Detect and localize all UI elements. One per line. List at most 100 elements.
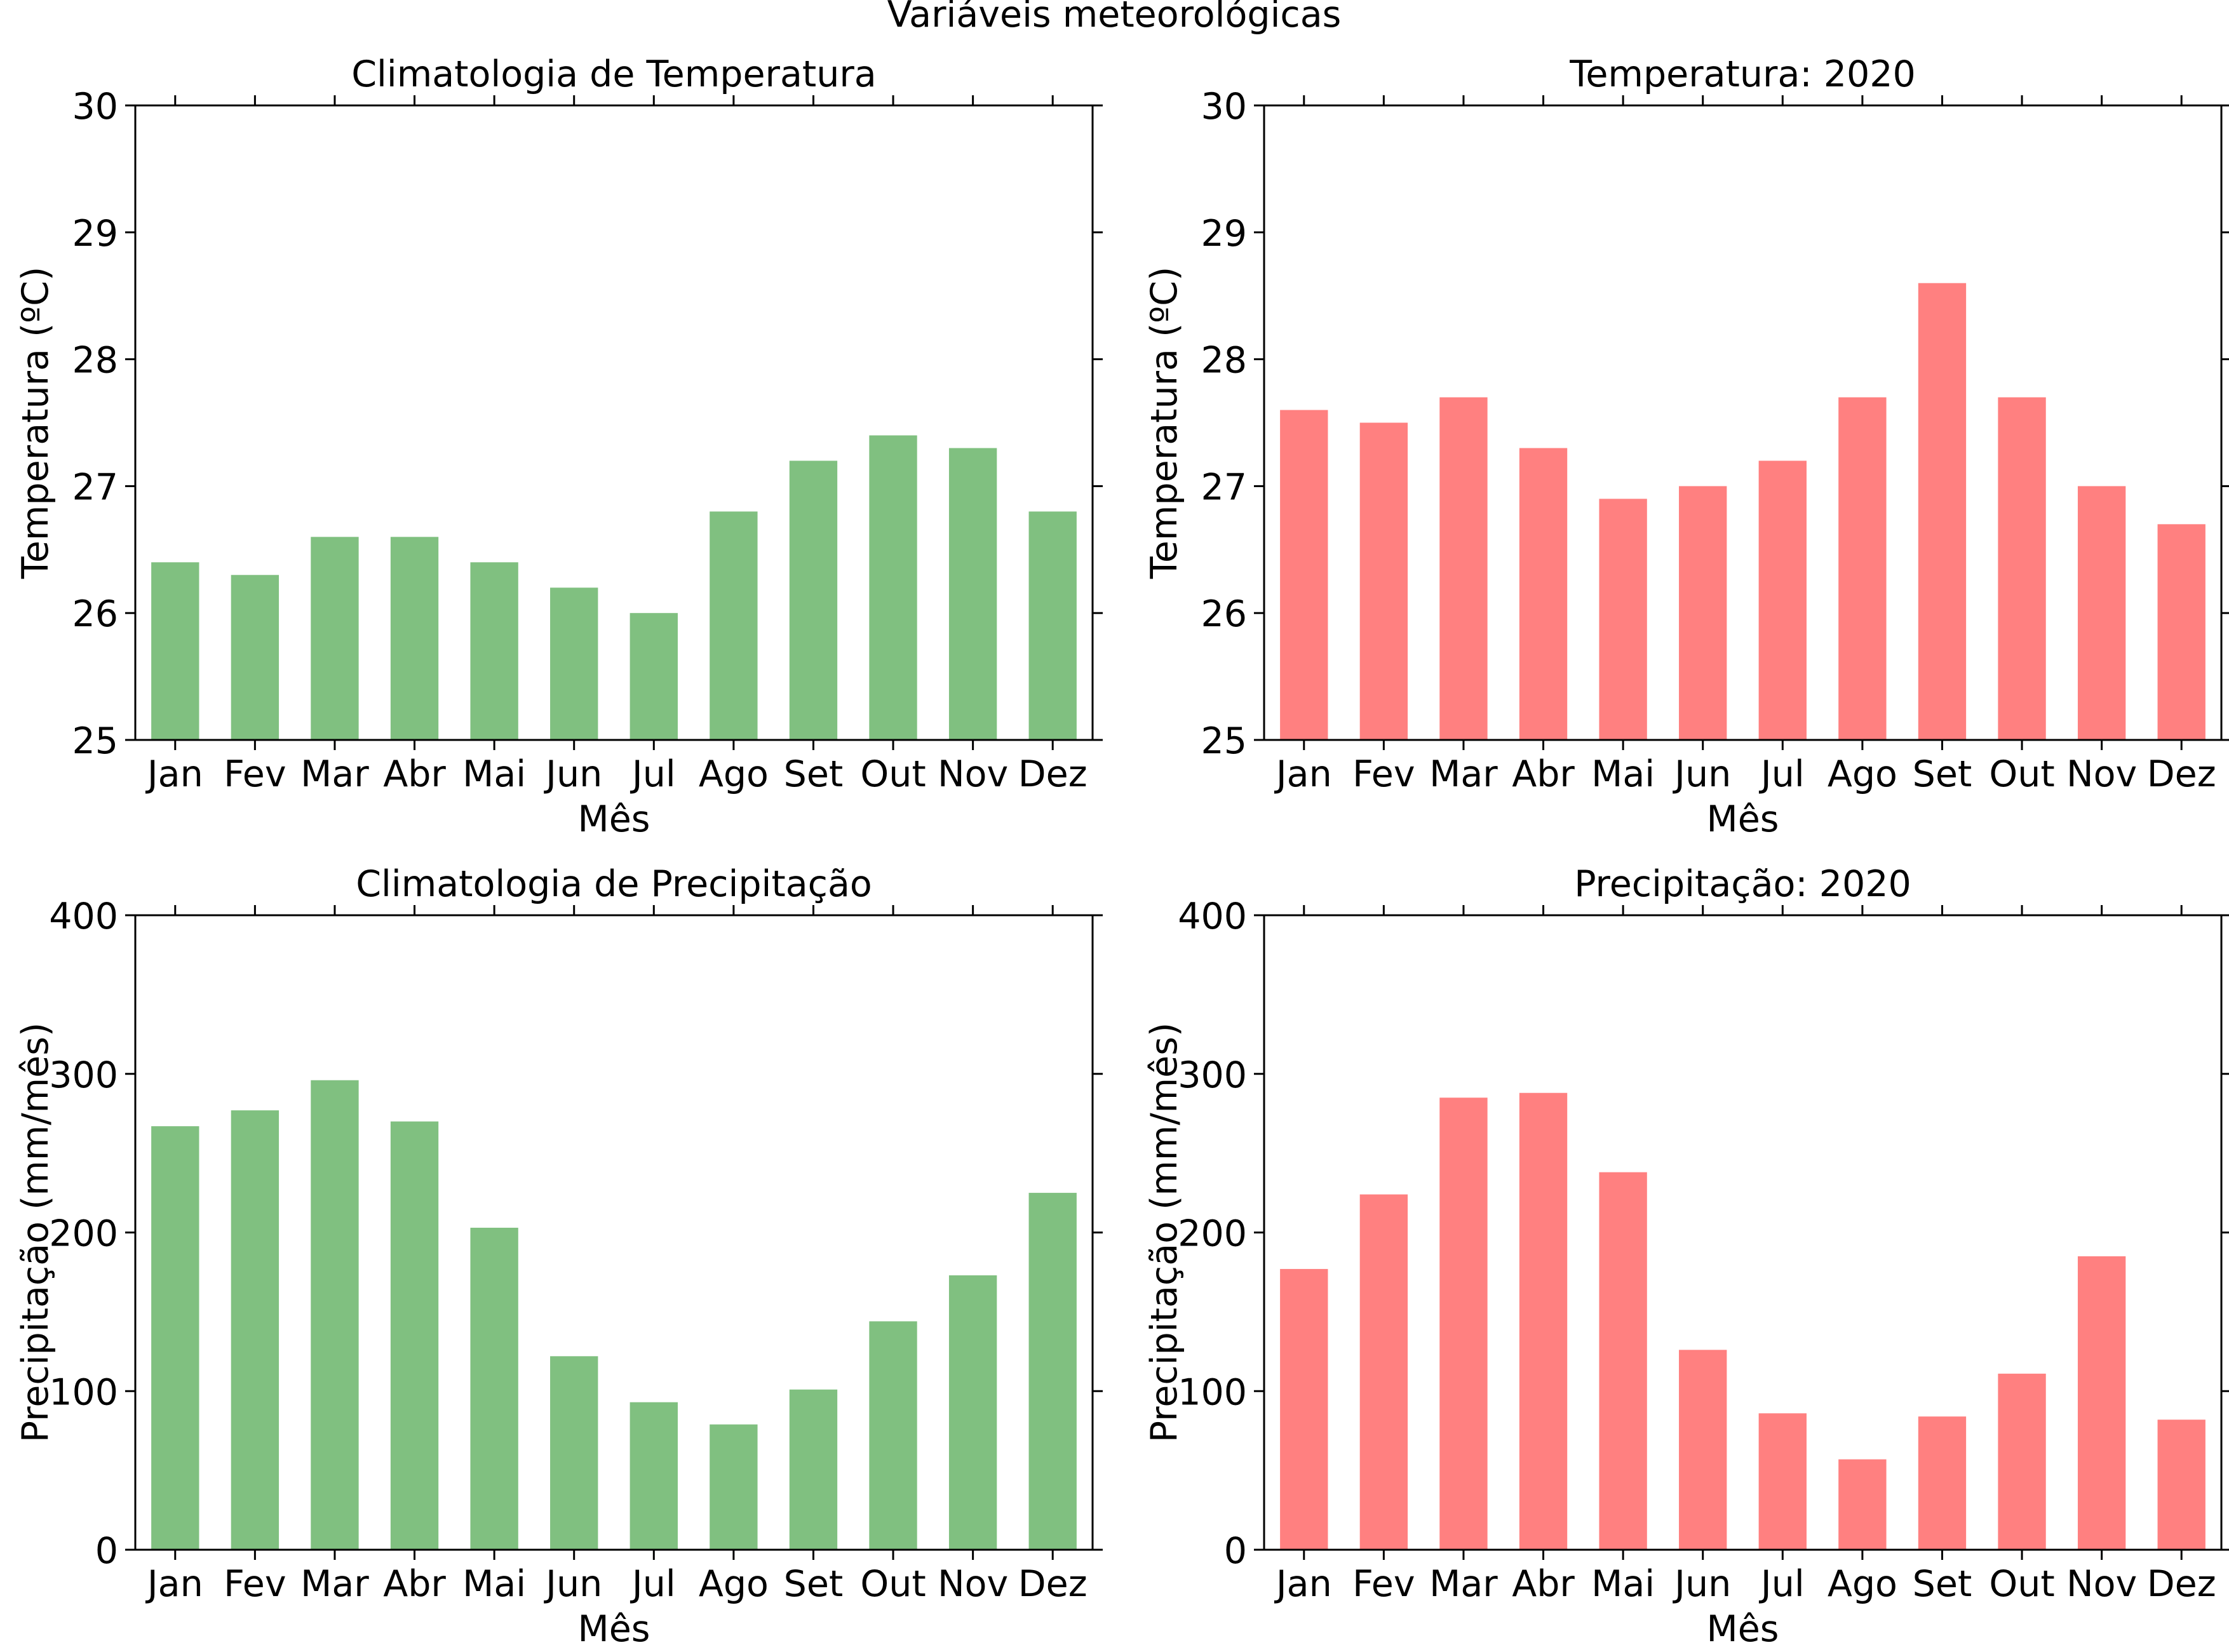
x-tick-label: Ago [1828, 753, 1897, 795]
bar [1838, 1459, 1887, 1550]
x-tick-label: Mai [1591, 1563, 1655, 1605]
x-tick-label: Jul [630, 753, 676, 795]
x-tick-label: Set [784, 1563, 844, 1605]
x-tick-label: Mar [300, 1563, 369, 1605]
bar [1998, 397, 2046, 740]
x-tick-label: Dez [2147, 753, 2216, 795]
bar [2077, 486, 2126, 740]
bar [630, 1402, 678, 1550]
x-tick-label: Nov [938, 753, 1008, 795]
y-axis-label: Precipitação (mm/mês) [15, 1023, 57, 1442]
x-tick-label: Mai [1591, 753, 1655, 795]
x-tick-label: Jan [145, 1563, 203, 1605]
bar [1028, 511, 1077, 740]
axes-frame [134, 104, 1094, 741]
y-tick-label: 0 [1224, 1530, 1247, 1572]
x-tick-label: Nov [2066, 753, 2137, 795]
chart-panel: 0 100 200 300 400 Jan Fev Mar Abr Mai Jun Jul Ago Set… [1143, 863, 2229, 1650]
bar [1519, 1092, 1568, 1550]
x-axis-label: Mês [578, 1608, 650, 1650]
bar [550, 588, 598, 740]
bar [869, 1321, 917, 1550]
y-tick-label: 29 [72, 213, 118, 255]
x-tick-label: Set [1913, 753, 1972, 795]
x-tick-label: Fev [1352, 753, 1415, 795]
y-tick-label: 30 [72, 86, 118, 128]
x-tick-label: Mar [300, 753, 369, 795]
x-tick-label: Jan [145, 753, 203, 795]
x-tick-label: Ago [699, 753, 769, 795]
y-tick-label: 100 [49, 1371, 118, 1413]
y-axis-label: Precipitação (mm/mês) [1143, 1023, 1185, 1442]
x-tick-label: Abr [383, 1563, 446, 1605]
chart-title: Climatologia de Temperatura [351, 53, 876, 95]
bar [710, 511, 758, 740]
x-axis-label: Mês [1707, 798, 1779, 840]
bar [151, 562, 199, 740]
y-tick-label: 30 [1201, 86, 1247, 128]
bar [1758, 460, 1807, 740]
bar [789, 1389, 838, 1550]
bar [2077, 1256, 2126, 1550]
figure-suptitle: Variáveis meteorológicas [887, 0, 1342, 36]
bar [1599, 1172, 1647, 1550]
x-tick-label: Fev [224, 1563, 286, 1605]
bar [1679, 1350, 1727, 1550]
x-tick-label: Jan [1274, 1563, 1332, 1605]
x-tick-label: Dez [1018, 1563, 1088, 1605]
bar [1359, 1194, 1408, 1550]
chart-panels: 25 26 27 28 29 30 Jan Fev Mar Abr Mai Jun Jul Ago Set O… [15, 53, 2229, 1650]
bar [1838, 397, 1887, 740]
bar [2157, 1420, 2205, 1550]
y-axis-label: Temperatura (ºC) [15, 267, 57, 579]
y-tick-label: 26 [1201, 593, 1247, 635]
x-tick-label: Out [1989, 753, 2054, 795]
x-tick-label: Jun [544, 753, 602, 795]
bar [470, 1228, 518, 1550]
x-tick-label: Abr [1512, 1563, 1575, 1605]
x-tick-label: Jun [544, 1563, 602, 1605]
chart-title: Precipitação: 2020 [1574, 863, 1911, 905]
x-tick-label: Mai [462, 753, 526, 795]
bar [1439, 1098, 1488, 1550]
x-tick-label: Fev [224, 753, 286, 795]
chart-panel: 25 26 27 28 29 30 Jan Fev Mar Abr Mai Jun Jul Ago Set O… [15, 53, 1103, 840]
y-tick-label: 300 [49, 1054, 118, 1096]
chart-panel: 0 100 200 300 400 Jan Fev Mar Abr Mai Jun Jul Ago Set… [15, 863, 1103, 1650]
x-tick-label: Out [860, 1563, 926, 1605]
bar [550, 1356, 598, 1550]
bar [470, 562, 518, 740]
x-tick-label: Jun [1673, 753, 1731, 795]
y-tick-label: 0 [95, 1530, 118, 1572]
bar [390, 1121, 439, 1550]
x-tick-label: Set [1913, 1563, 1972, 1605]
bar [1918, 283, 1967, 741]
y-tick-label: 300 [1178, 1054, 1247, 1096]
bar [2157, 524, 2205, 740]
y-tick-label: 27 [1201, 466, 1247, 508]
x-tick-label: Out [1989, 1563, 2054, 1605]
y-tick-label: 26 [72, 593, 118, 635]
x-tick-label: Mai [462, 1563, 526, 1605]
chart-title: Climatologia de Precipitação [356, 863, 872, 905]
x-tick-label: Abr [1512, 753, 1575, 795]
x-tick-label: Jul [630, 1563, 676, 1605]
bar [1599, 499, 1647, 740]
x-tick-label: Out [860, 753, 926, 795]
x-axis-label: Mês [578, 798, 650, 840]
x-tick-label: Dez [2147, 1563, 2216, 1605]
bar [151, 1126, 199, 1550]
x-tick-label: Fev [1352, 1563, 1415, 1605]
bar [710, 1424, 758, 1550]
x-tick-label: Abr [383, 753, 446, 795]
bar [1359, 422, 1408, 740]
bar [390, 537, 439, 740]
bar [1679, 486, 1727, 740]
bar [1280, 410, 1328, 740]
axes-frame [1263, 104, 2223, 741]
y-tick-label: 400 [49, 896, 118, 937]
chart-title: Temperatura: 2020 [1569, 53, 1916, 95]
x-tick-label: Jul [1759, 1563, 1805, 1605]
y-tick-label: 27 [72, 466, 118, 508]
bar [869, 435, 917, 740]
